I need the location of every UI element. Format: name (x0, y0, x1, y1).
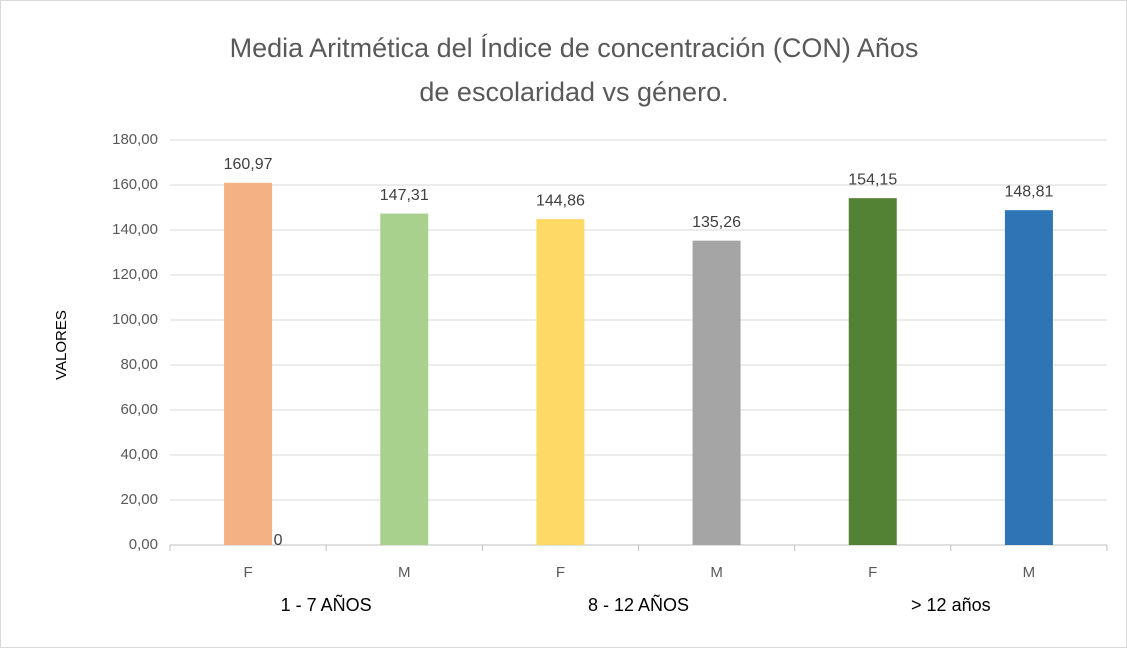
y-tick-label: 20,00 (120, 491, 158, 508)
group-label: 8 - 12 AÑOS (588, 594, 689, 615)
x-tick-label: F (243, 564, 252, 581)
bar (536, 219, 585, 545)
y-tick-label: 180,00 (112, 131, 158, 148)
x-tick-label: F (868, 564, 877, 581)
y-tick-label: 60,00 (120, 401, 158, 418)
group-label: > 12 años (911, 595, 991, 615)
bar (692, 240, 741, 546)
y-tick-label: 40,00 (120, 446, 158, 463)
bar (848, 198, 897, 545)
x-tick-label: M (398, 564, 411, 581)
value-label: 147,31 (380, 187, 429, 204)
group-label: 1 - 7 AÑOS (281, 594, 372, 615)
chart-title: Media Aritmética del Índice de concentra… (230, 33, 919, 63)
value-label: 0 (274, 532, 283, 549)
value-label: 160,97 (224, 156, 273, 173)
y-tick-label: 100,00 (112, 311, 158, 328)
y-tick-label: 80,00 (120, 356, 158, 373)
x-tick-label: M (710, 564, 723, 581)
y-tick-label: 120,00 (112, 266, 158, 283)
value-label: 144,86 (536, 192, 585, 209)
y-axis-label: VALORES (53, 310, 70, 380)
bar (380, 213, 429, 546)
value-label: 148,81 (1004, 183, 1053, 200)
x-tick-label: F (556, 564, 565, 581)
y-tick-label: 160,00 (112, 176, 158, 193)
y-tick-label: 0,00 (129, 536, 158, 553)
value-label: 154,15 (848, 171, 897, 188)
value-label: 135,26 (692, 214, 741, 231)
chart-title: de escolaridad vs género. (419, 77, 728, 107)
x-tick-label: M (1023, 564, 1036, 581)
bar (224, 182, 273, 545)
bar (1004, 210, 1053, 546)
y-tick-label: 140,00 (112, 221, 158, 238)
